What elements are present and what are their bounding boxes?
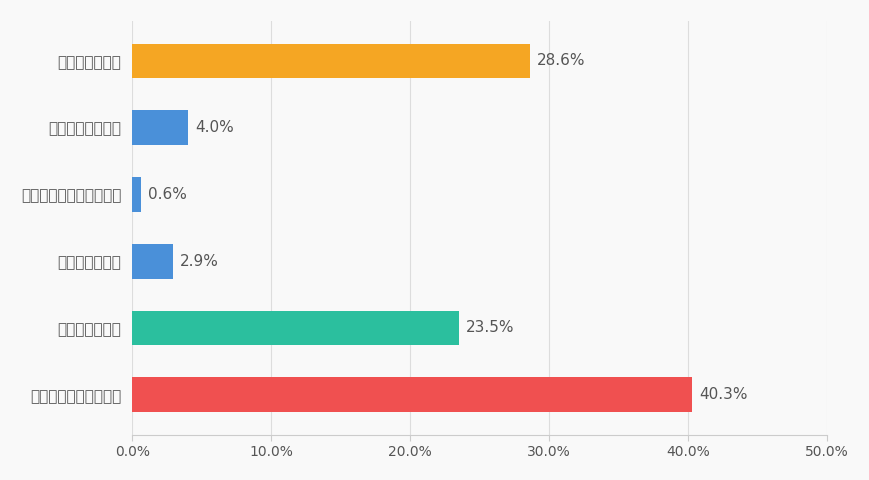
Bar — [132, 244, 172, 278]
Text: 28.6%: 28.6% — [536, 53, 585, 68]
Text: 4.0%: 4.0% — [195, 120, 234, 135]
Bar — [132, 44, 529, 78]
Bar — [132, 110, 188, 145]
Text: 2.9%: 2.9% — [179, 253, 218, 269]
Text: 40.3%: 40.3% — [699, 387, 747, 402]
Bar — [132, 311, 459, 345]
Bar — [132, 377, 692, 412]
Bar — [132, 177, 141, 212]
Text: 23.5%: 23.5% — [466, 321, 514, 336]
Text: 0.6%: 0.6% — [148, 187, 186, 202]
